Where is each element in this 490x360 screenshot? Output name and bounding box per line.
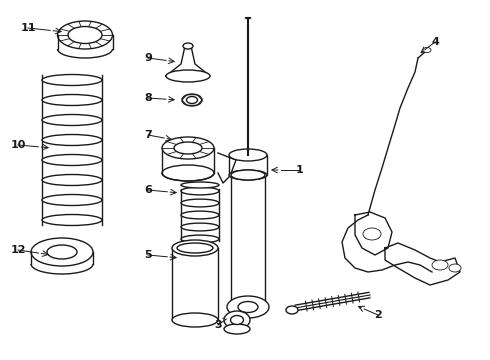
Ellipse shape — [42, 135, 102, 145]
Text: 11: 11 — [20, 23, 36, 33]
Ellipse shape — [182, 94, 202, 106]
Text: 6: 6 — [144, 185, 152, 195]
Ellipse shape — [224, 324, 250, 334]
Ellipse shape — [162, 165, 214, 181]
Polygon shape — [385, 243, 460, 285]
Ellipse shape — [172, 240, 218, 256]
Ellipse shape — [286, 306, 298, 314]
Ellipse shape — [229, 149, 267, 161]
Ellipse shape — [162, 137, 214, 159]
Ellipse shape — [449, 264, 461, 272]
Ellipse shape — [231, 300, 265, 310]
Ellipse shape — [230, 315, 244, 324]
Ellipse shape — [31, 238, 93, 266]
Ellipse shape — [181, 223, 219, 231]
Polygon shape — [166, 46, 210, 76]
Ellipse shape — [181, 211, 219, 219]
Ellipse shape — [172, 313, 218, 327]
Text: 8: 8 — [144, 93, 152, 103]
Ellipse shape — [423, 48, 431, 53]
Ellipse shape — [42, 94, 102, 105]
Ellipse shape — [187, 96, 197, 104]
Ellipse shape — [231, 170, 265, 180]
Text: 1: 1 — [296, 165, 304, 175]
Ellipse shape — [181, 235, 219, 243]
Text: 9: 9 — [144, 53, 152, 63]
Text: 12: 12 — [10, 245, 26, 255]
Bar — [229, 155, 267, 175]
Polygon shape — [355, 212, 392, 255]
Ellipse shape — [174, 142, 202, 154]
Ellipse shape — [181, 187, 219, 195]
Ellipse shape — [47, 245, 77, 259]
Text: 10: 10 — [10, 140, 25, 150]
Text: 4: 4 — [431, 37, 439, 47]
Ellipse shape — [363, 228, 381, 240]
Ellipse shape — [42, 114, 102, 126]
Ellipse shape — [42, 215, 102, 225]
Ellipse shape — [227, 296, 269, 318]
Ellipse shape — [183, 43, 193, 49]
Ellipse shape — [42, 154, 102, 166]
Ellipse shape — [42, 75, 102, 85]
Ellipse shape — [181, 182, 219, 188]
Text: 7: 7 — [144, 130, 152, 140]
Ellipse shape — [42, 175, 102, 185]
Polygon shape — [218, 153, 236, 183]
Ellipse shape — [42, 194, 102, 206]
Ellipse shape — [432, 260, 448, 270]
Ellipse shape — [181, 199, 219, 207]
Ellipse shape — [68, 27, 102, 44]
Ellipse shape — [238, 302, 258, 312]
Ellipse shape — [57, 21, 113, 49]
Ellipse shape — [229, 170, 267, 180]
Text: 5: 5 — [144, 250, 152, 260]
Ellipse shape — [177, 243, 213, 253]
Ellipse shape — [224, 311, 250, 329]
Bar — [231, 175, 265, 305]
Ellipse shape — [166, 70, 210, 82]
Text: 2: 2 — [374, 310, 382, 320]
Text: 3: 3 — [214, 320, 222, 330]
